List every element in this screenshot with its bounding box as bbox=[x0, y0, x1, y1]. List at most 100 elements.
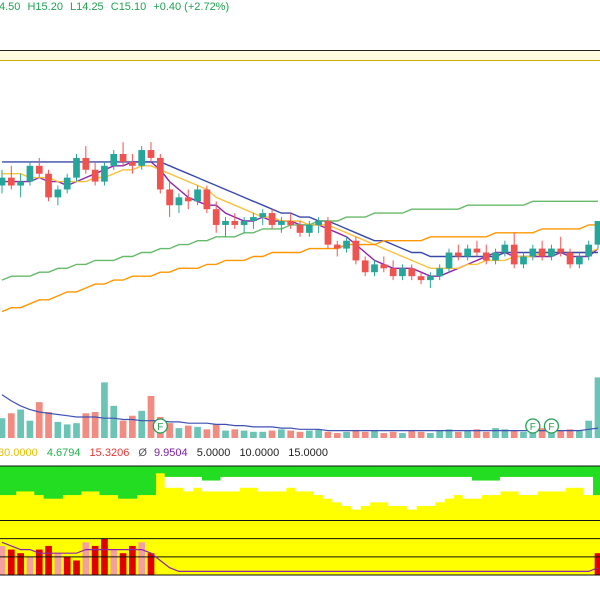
candle bbox=[464, 244, 471, 261]
oscillator-red-bar bbox=[63, 556, 71, 575]
candle bbox=[156, 154, 164, 194]
candle bbox=[138, 146, 146, 170]
oscillator-green-bar bbox=[537, 466, 548, 477]
candle bbox=[445, 248, 453, 273]
oscillator-green-bar bbox=[15, 466, 26, 492]
candle bbox=[361, 256, 369, 277]
oscillator-red-bar bbox=[17, 553, 24, 575]
candle-body bbox=[585, 244, 593, 257]
candle-body bbox=[548, 248, 555, 257]
oscillator-gap bbox=[173, 476, 184, 488]
candle-body bbox=[194, 189, 201, 202]
oscillator-green-bar bbox=[518, 466, 529, 477]
candle bbox=[417, 272, 425, 285]
volume-bar bbox=[305, 430, 313, 438]
candle-body bbox=[119, 154, 127, 162]
candle-body bbox=[259, 213, 267, 218]
candle-body bbox=[129, 161, 136, 166]
candle-body bbox=[26, 165, 34, 182]
volume-bar bbox=[63, 424, 71, 438]
candle-body bbox=[333, 244, 341, 249]
close-value: C15.10 bbox=[111, 1, 146, 13]
candle-body bbox=[566, 252, 574, 265]
oscillator-gap bbox=[239, 476, 250, 488]
candle-body bbox=[510, 244, 518, 265]
event-marker-circle bbox=[543, 418, 560, 434]
oscillator-gap bbox=[406, 476, 417, 510]
volume-bar bbox=[259, 431, 267, 438]
volume-bar bbox=[45, 412, 52, 438]
candle-body bbox=[166, 189, 173, 206]
oscillator-gap bbox=[313, 476, 324, 496]
candle bbox=[166, 181, 173, 218]
candle bbox=[91, 161, 99, 186]
candle-body bbox=[7, 177, 15, 186]
volume-bar bbox=[482, 431, 490, 438]
oscillator-gap bbox=[481, 480, 492, 496]
oscillator-gap bbox=[350, 476, 361, 510]
volume-bar bbox=[268, 430, 276, 438]
oscillator-gap bbox=[332, 476, 343, 503]
oscillator-gap bbox=[518, 476, 529, 496]
volume-bar bbox=[473, 429, 481, 438]
price-panel[interactable] bbox=[0, 49, 600, 313]
oscillator-gap bbox=[537, 476, 548, 492]
oscillator-green-bar bbox=[583, 466, 594, 477]
candle-body bbox=[101, 165, 108, 182]
candle bbox=[287, 213, 295, 229]
volume-bar bbox=[557, 430, 565, 438]
volume-bar bbox=[0, 418, 6, 438]
oscillator-green-bar bbox=[62, 466, 73, 496]
candle-body bbox=[278, 221, 285, 225]
volume-bar bbox=[380, 433, 388, 438]
oscillator-green-bar bbox=[397, 466, 408, 477]
event-marker-circle bbox=[525, 418, 541, 434]
oscillator-purple-line bbox=[1, 541, 599, 573]
event-marker: F bbox=[543, 418, 560, 434]
oscillator-green-bar bbox=[146, 466, 156, 496]
candle bbox=[35, 157, 43, 178]
candle bbox=[510, 232, 518, 269]
oscillator-gap bbox=[229, 476, 240, 492]
oscillator-green-bar bbox=[267, 466, 278, 477]
candle-body bbox=[352, 240, 360, 261]
volume-bar bbox=[82, 413, 90, 438]
oscillator-gap bbox=[164, 476, 175, 488]
oscillator-green-bar bbox=[304, 466, 315, 477]
oscillator-green-bar bbox=[201, 466, 212, 481]
volume-bar bbox=[501, 429, 509, 438]
candle-body bbox=[538, 248, 546, 257]
candle-body bbox=[147, 150, 155, 158]
oscillator-red-bar bbox=[26, 556, 34, 575]
volume-bar bbox=[492, 428, 499, 438]
volume-bar bbox=[361, 431, 369, 438]
oscillator-gap bbox=[295, 476, 305, 492]
candle-body bbox=[464, 248, 471, 257]
volume-panel bbox=[0, 377, 600, 438]
oscillator-red-bar bbox=[45, 545, 52, 575]
change-value: +0.40 (+2.72%) bbox=[153, 1, 229, 13]
oscillator-gap bbox=[453, 476, 464, 496]
oscillator-gap bbox=[546, 476, 557, 492]
oscillator-green-bar bbox=[276, 466, 287, 477]
candle bbox=[110, 150, 118, 170]
candle bbox=[343, 236, 350, 253]
oscillator-gap bbox=[397, 476, 408, 506]
volume-bar bbox=[417, 431, 425, 438]
candle bbox=[175, 193, 183, 214]
volume-bar bbox=[464, 430, 471, 438]
indicator-legend: 30.0000 4.6794 15.3206 Ø 9.9504 5.0000 1… bbox=[0, 447, 328, 459]
legend-value-5: 5.0000 bbox=[197, 447, 231, 459]
oscillator-gap bbox=[341, 476, 352, 506]
candle-body bbox=[436, 268, 444, 277]
candle bbox=[492, 248, 499, 265]
volume-bar bbox=[436, 430, 444, 438]
candle-body bbox=[250, 217, 257, 221]
candle bbox=[324, 217, 332, 249]
event-marker: F bbox=[525, 418, 541, 434]
volume-bar bbox=[250, 431, 257, 438]
oscillator-red-bar bbox=[82, 542, 90, 575]
oscillator-green-bar bbox=[313, 466, 324, 477]
candle bbox=[380, 256, 388, 273]
candle bbox=[473, 240, 481, 257]
